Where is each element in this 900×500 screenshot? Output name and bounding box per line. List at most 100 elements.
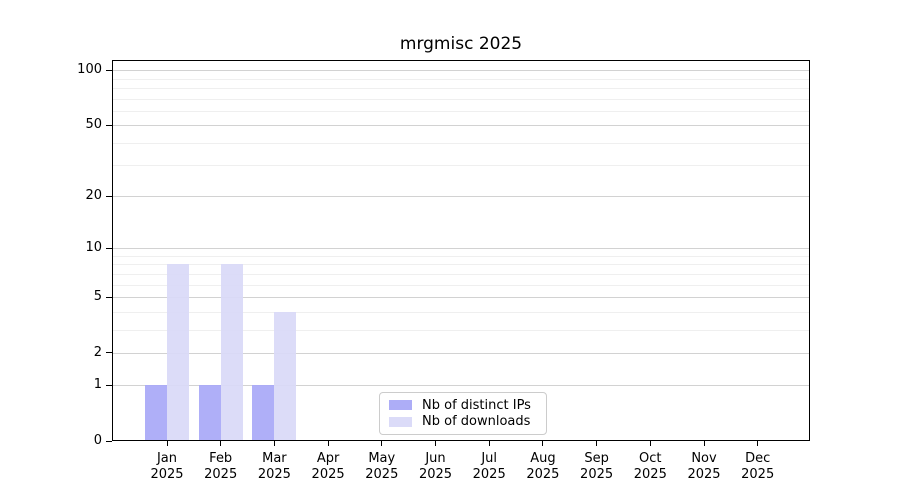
x-tick-mark xyxy=(596,441,598,446)
bar-downloads xyxy=(274,311,297,441)
y-tick-mark xyxy=(106,352,112,354)
gridline-major xyxy=(112,297,810,299)
gridline-minor xyxy=(112,329,810,331)
x-tick-label: Dec 2025 xyxy=(728,451,788,483)
x-tick-mark xyxy=(488,441,490,446)
x-tick-year: 2025 xyxy=(204,467,238,482)
x-tick-year: 2025 xyxy=(365,467,399,482)
y-tick-label: 100 xyxy=(77,62,102,78)
gridline-major xyxy=(112,385,810,387)
x-tick-label: Apr 2025 xyxy=(298,451,358,483)
x-tick-month: Jan xyxy=(156,451,178,466)
x-tick-year: 2025 xyxy=(418,467,453,482)
legend: Nb of distinct IPs Nb of downloads xyxy=(379,392,547,435)
x-tick-year: 2025 xyxy=(311,467,345,482)
y-tick-mark xyxy=(106,247,112,249)
x-tick-label: Aug 2025 xyxy=(513,451,573,483)
gridline-major xyxy=(112,352,810,354)
gridline-minor xyxy=(112,273,810,275)
y-tick-mark xyxy=(106,195,112,197)
y-tick-label: 10 xyxy=(85,240,102,256)
x-tick-mark xyxy=(703,441,705,446)
y-tick-label: 20 xyxy=(85,188,102,204)
x-tick-mark xyxy=(435,441,436,446)
x-tick-month: Jun xyxy=(425,451,446,466)
x-tick-label: Jan 2025 xyxy=(137,451,197,483)
y-tick-mark xyxy=(106,124,112,126)
x-tick-label: Nov 2025 xyxy=(674,451,734,483)
x-tick-month: May xyxy=(368,451,396,466)
bar-downloads xyxy=(167,264,189,441)
x-tick-label: Oct 2025 xyxy=(620,451,680,483)
x-tick-year: 2025 xyxy=(150,467,184,482)
x-tick-month: Jul xyxy=(481,451,498,466)
gridline-minor xyxy=(112,78,810,80)
plot-area: Jan 2025 Feb 2025 Mar 2025 Apr 2025 May 2025 Jun 20… xyxy=(77,60,810,482)
x-tick-year: 2025 xyxy=(687,467,721,482)
y-tick-label: 0 xyxy=(93,433,102,448)
x-tick-mark xyxy=(220,441,222,446)
bar-downloads xyxy=(220,264,243,441)
y-tick-mark xyxy=(106,440,112,442)
x-tick-mark xyxy=(327,441,329,446)
x-tick-label: Mar 2025 xyxy=(244,451,304,483)
x-tick-month: Dec xyxy=(745,451,771,466)
y-tick-mark xyxy=(106,384,112,386)
x-tick-mark xyxy=(542,441,544,446)
y-tick-mark xyxy=(106,296,112,298)
bar-distinct-ips xyxy=(198,385,221,441)
bar-distinct-ips xyxy=(145,385,167,441)
x-tick-month: Mar xyxy=(262,451,287,466)
gridline-major xyxy=(112,125,810,127)
spine-top xyxy=(112,60,810,61)
gridline-minor xyxy=(112,284,810,286)
x-tick-month: Sep xyxy=(584,451,609,466)
y-tick-mark xyxy=(106,69,112,71)
gridline-major xyxy=(112,196,810,198)
y-tick-label: 1 xyxy=(93,377,102,393)
x-tick-label: Feb 2025 xyxy=(191,451,251,483)
gridline-minor xyxy=(112,87,810,89)
legend-item-distinct-ips: Nb of distinct IPs xyxy=(389,398,537,413)
x-tick-mark xyxy=(273,441,275,446)
spine-left xyxy=(112,60,113,441)
gridline-minor xyxy=(112,110,810,112)
spine-bottom xyxy=(112,440,810,441)
y-tick-label: 2 xyxy=(93,344,102,360)
gridline-minor xyxy=(112,165,810,167)
y-tick-label: 50 xyxy=(85,117,102,133)
legend-swatch-distinct-ips xyxy=(389,400,412,411)
x-tick-year: 2025 xyxy=(633,467,667,482)
x-tick-month: Nov xyxy=(691,451,717,466)
x-tick-year: 2025 xyxy=(580,467,614,482)
chart-title: mrgmisc 2025 xyxy=(399,34,523,54)
legend-label-distinct-ips: Nb of distinct IPs xyxy=(422,397,531,413)
x-tick-year: 2025 xyxy=(741,467,775,482)
x-tick-month: Aug xyxy=(530,451,556,466)
gridline-minor xyxy=(112,142,810,144)
x-tick-label: Jul 2025 xyxy=(459,451,519,483)
bar-distinct-ips xyxy=(252,385,275,441)
x-tick-year: 2025 xyxy=(526,467,560,482)
x-tick-month: Feb xyxy=(209,451,233,466)
x-tick-mark xyxy=(649,441,651,446)
x-tick-label: Sep 2025 xyxy=(567,451,627,483)
x-tick-label: Jun 2025 xyxy=(406,451,466,483)
legend-item-downloads: Nb of downloads xyxy=(389,414,537,429)
x-tick-month: Apr xyxy=(316,451,340,466)
x-tick-mark xyxy=(381,441,383,446)
x-tick-month: Oct xyxy=(639,451,662,466)
gridline-minor xyxy=(112,98,810,100)
x-tick-mark xyxy=(757,441,759,446)
gridline-minor xyxy=(112,256,810,257)
gridline-minor xyxy=(112,264,810,266)
x-tick-label: May 2025 xyxy=(352,451,412,483)
gridline-major xyxy=(112,70,810,72)
x-tick-mark xyxy=(166,441,168,446)
gridline-major xyxy=(112,248,810,250)
x-tick-year: 2025 xyxy=(472,467,506,482)
gridline-minor xyxy=(112,311,810,313)
legend-swatch-downloads xyxy=(389,416,412,427)
y-tick-label: 5 xyxy=(93,289,102,305)
